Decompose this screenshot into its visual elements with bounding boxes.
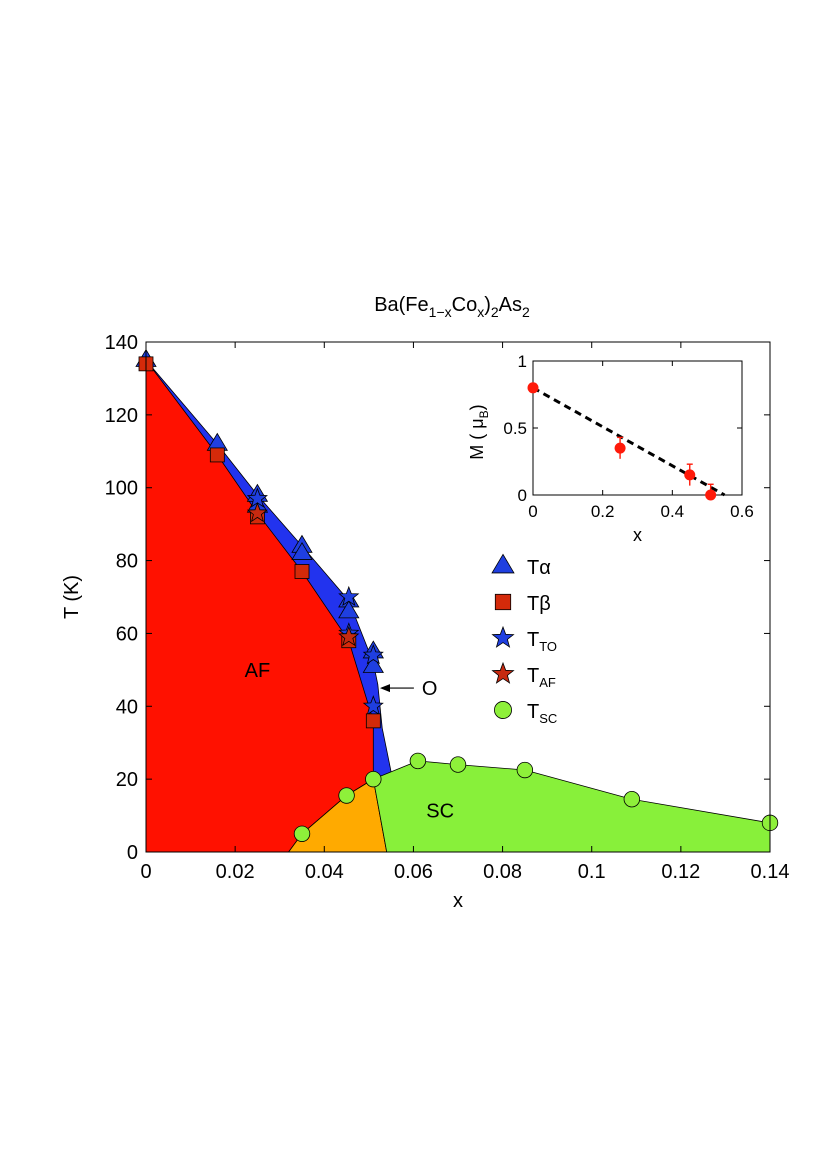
x-tick-label: 0.1 bbox=[578, 861, 606, 883]
region-label-af: AF bbox=[245, 660, 271, 682]
t-sc-point bbox=[293, 825, 311, 842]
inset-y-axis-label: M ( μB) bbox=[467, 404, 491, 459]
x-tick-label: 0 bbox=[140, 861, 151, 883]
y-tick-label: 120 bbox=[105, 405, 138, 427]
main-plot: AF SC O 0 0.02 0.04 0.06 0.08 0.1 0.12 0.14 0 20 40… bbox=[61, 332, 789, 912]
legend: Tα Tβ TTO TAF TSC bbox=[491, 553, 557, 726]
y-tick-label: 20 bbox=[116, 769, 138, 791]
t-alpha-point bbox=[291, 542, 313, 560]
legend-label-t-sc: TSC bbox=[527, 701, 557, 726]
x-tick-label: 0.12 bbox=[661, 861, 700, 883]
x-tick-label: 0.04 bbox=[305, 861, 344, 883]
legend-marker-t-alpha bbox=[491, 553, 515, 574]
inset-x-axis-label: x bbox=[633, 525, 642, 545]
annotation-label: O bbox=[422, 678, 438, 700]
chart-title: Ba(Fe1−xCox)2As2 bbox=[374, 294, 530, 320]
t-af-point bbox=[338, 625, 360, 647]
legend-marker-t-sc bbox=[494, 701, 512, 719]
inset-data-point bbox=[614, 442, 626, 454]
inset-x-tick-label: 0.4 bbox=[661, 502, 685, 521]
t-sc-point bbox=[409, 752, 427, 770]
inset-y-tick-label: 1 bbox=[518, 352, 527, 371]
x-tick-label: 0.08 bbox=[483, 861, 522, 883]
x-axis-label: x bbox=[453, 890, 463, 912]
region-label-sc: SC bbox=[426, 800, 454, 822]
inset-plot: 0 0.2 0.4 0.6 0 0.5 1 x M ( μB) bbox=[467, 352, 754, 545]
data-markers bbox=[135, 348, 779, 842]
inset-y-tick-label: 0.5 bbox=[503, 419, 527, 438]
o-phase-annotation: O bbox=[380, 678, 437, 700]
annotation-arrow-head bbox=[380, 684, 390, 693]
plot-frame bbox=[145, 341, 771, 853]
inset-axis-ticks: 0 0.2 0.4 0.6 0 0.5 1 bbox=[503, 352, 753, 521]
y-tick-label: 80 bbox=[116, 551, 138, 573]
t-sc-point bbox=[623, 790, 641, 808]
t-sc-point bbox=[365, 770, 382, 788]
region-labels: AF SC bbox=[245, 660, 454, 822]
inset-background bbox=[532, 360, 743, 496]
x-tick-label: 0.14 bbox=[751, 861, 790, 883]
inset-data-point bbox=[684, 469, 696, 481]
inset-x-tick-label: 0.6 bbox=[730, 502, 754, 521]
t-beta-point bbox=[294, 564, 310, 579]
t-sc-point bbox=[338, 787, 355, 804]
y-tick-label: 100 bbox=[105, 478, 138, 500]
legend-label-t-beta: Tβ bbox=[527, 593, 551, 615]
y-tick-label: 140 bbox=[105, 332, 138, 354]
t-beta-point bbox=[209, 447, 225, 463]
t-to-point bbox=[338, 585, 360, 607]
t-sc-point bbox=[516, 761, 534, 779]
inset-x-tick-label: 0.2 bbox=[591, 502, 615, 521]
x-tick-label: 0.02 bbox=[216, 861, 255, 883]
x-tick-label: 0.06 bbox=[394, 861, 433, 883]
inset-x-tick-label: 0 bbox=[528, 502, 537, 521]
t-sc-point bbox=[449, 756, 467, 773]
t-af-point bbox=[246, 502, 268, 523]
t-to-point bbox=[362, 695, 384, 716]
t-to-point bbox=[362, 644, 384, 665]
t-beta-point bbox=[365, 713, 381, 729]
inset-content bbox=[527, 382, 726, 501]
legend-marker-t-to bbox=[491, 625, 515, 648]
axis-ticks: 0 0.02 0.04 0.06 0.08 0.1 0.12 0.14020406080100… bbox=[105, 332, 790, 883]
legend-marker-t-af bbox=[491, 661, 515, 684]
t-alpha-point bbox=[362, 654, 384, 673]
y-tick-label: 0 bbox=[127, 842, 138, 864]
y-tick-label: 60 bbox=[116, 623, 138, 645]
inset-data-point bbox=[705, 489, 717, 501]
legend-label-t-to: TTO bbox=[527, 629, 557, 654]
phase-regions bbox=[145, 359, 771, 853]
legend-label-t-af: TAF bbox=[527, 665, 556, 690]
t-alpha-point bbox=[338, 600, 360, 619]
y-tick-label: 40 bbox=[116, 696, 138, 718]
y-axis-label: T (K) bbox=[61, 575, 83, 619]
legend-label-t-alpha: Tα bbox=[527, 557, 551, 579]
inset-data-point bbox=[527, 382, 539, 394]
legend-marker-t-beta bbox=[494, 593, 512, 611]
inset-y-tick-label: 0 bbox=[518, 486, 527, 505]
